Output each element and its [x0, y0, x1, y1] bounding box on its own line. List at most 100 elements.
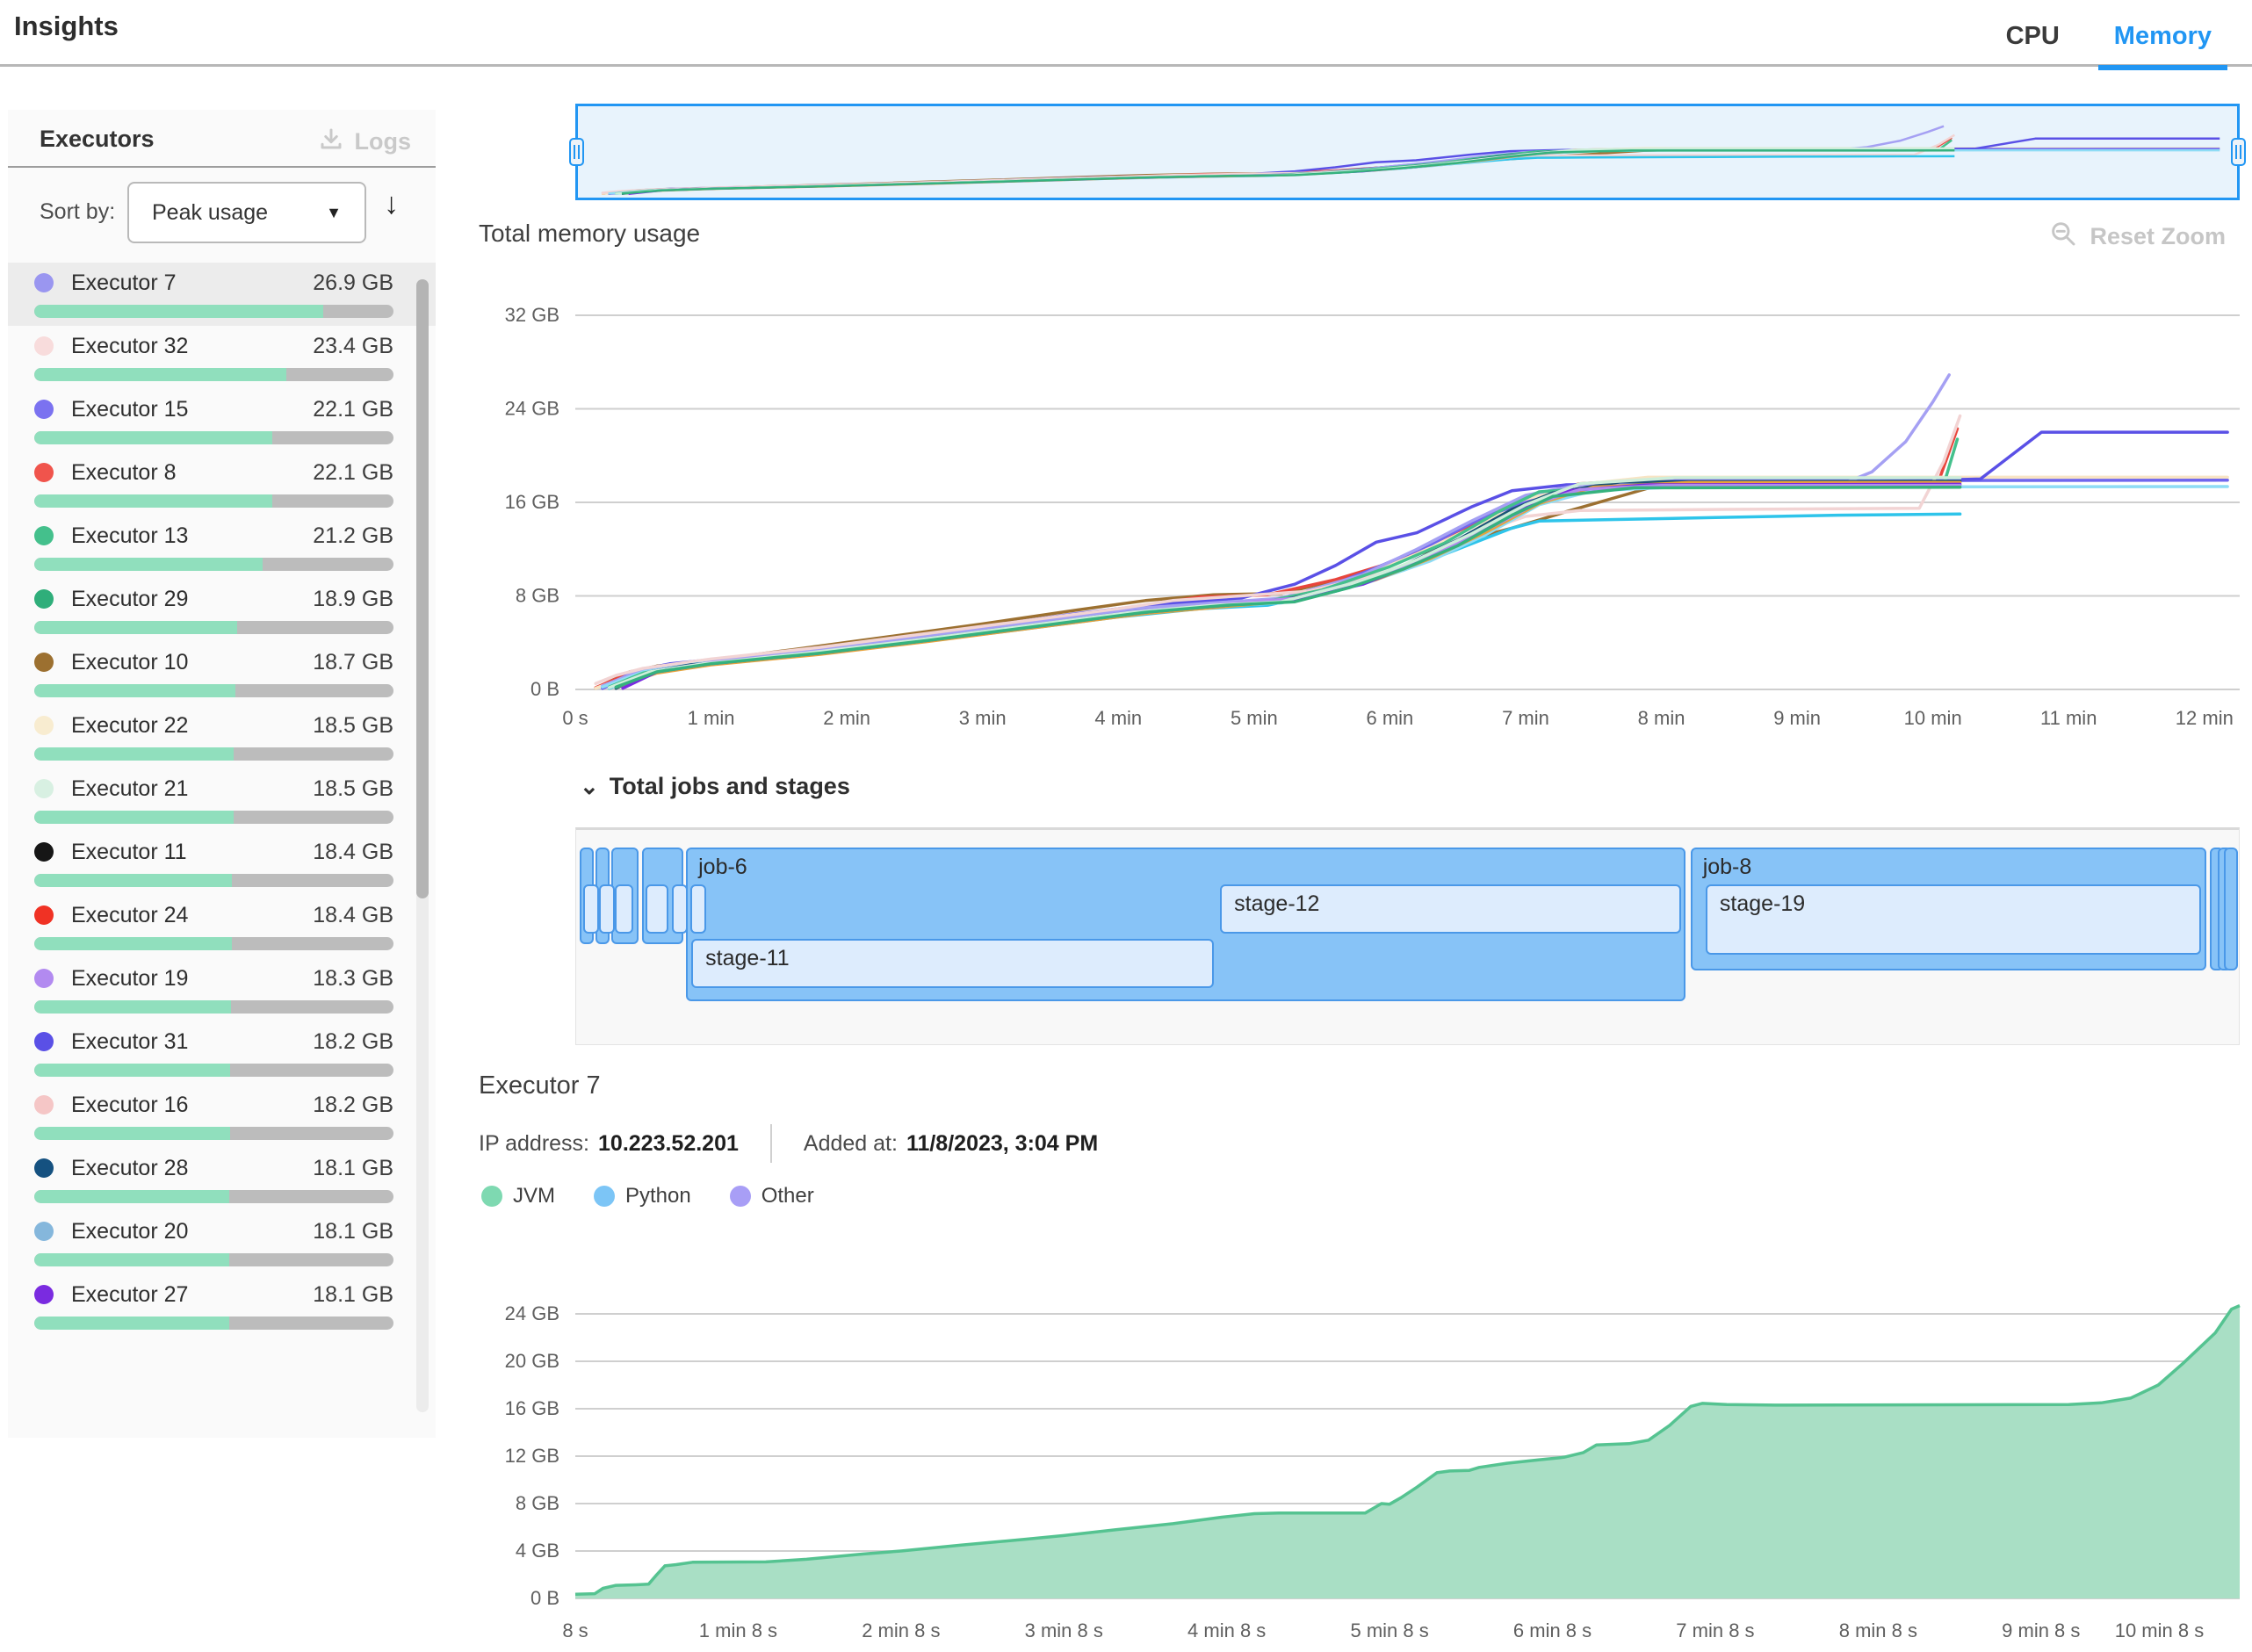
executor-row[interactable]: Executor 24 18.4 GB: [8, 895, 436, 958]
executor-usage-fill: [34, 621, 238, 634]
executor-peak-value: 18.9 GB: [313, 586, 393, 611]
executor-row[interactable]: Executor 20 18.1 GB: [8, 1211, 436, 1274]
total-memory-usage-chart[interactable]: 0 B 8 GB 16 GB 24 GB 32 GB 0 s 1 min 2 min 3 min…: [479, 285, 2244, 733]
stage-bar[interactable]: [599, 884, 616, 934]
executor-color-dot: [34, 400, 54, 419]
executor-color-dot: [34, 526, 54, 545]
brush-series-executor-21: [608, 148, 2220, 195]
x-axis-tick-label: 6 min: [1367, 707, 1414, 729]
executors-header: Executors Logs: [8, 110, 436, 168]
executor-peak-value: 18.1 GB: [313, 1281, 393, 1307]
executor-color-dot: [34, 1285, 54, 1304]
chevron-down-icon: ⌄: [580, 773, 599, 799]
stage-bar[interactable]: [690, 884, 707, 934]
stage-bar[interactable]: [583, 884, 600, 934]
executor-name: Executor 16: [71, 1092, 189, 1117]
executor-row[interactable]: Executor 15 22.1 GB: [8, 389, 436, 452]
ip-label: IP address:: [479, 1130, 590, 1156]
page-title: Insights: [14, 11, 119, 41]
stage-bar-stage-11[interactable]: stage-11: [691, 939, 1215, 988]
tab-memory[interactable]: Memory: [2097, 22, 2227, 70]
executor-name: Executor 10: [71, 649, 189, 675]
jobs-stages-title: Total jobs and stages: [609, 773, 850, 799]
executor-usage-fill: [34, 305, 324, 318]
executor-color-dot: [34, 716, 54, 735]
sort-select[interactable]: Peak usage ▼: [127, 182, 366, 243]
executor-color-dot: [34, 273, 54, 292]
executor-color-dot: [34, 842, 54, 862]
brush-handle-right[interactable]: [2231, 138, 2246, 166]
executor-row-top: Executor 10 18.7 GB: [34, 647, 393, 677]
executor-usage-bar: [34, 305, 393, 318]
executor-usage-bar: [34, 811, 393, 824]
zoom-brush-overview[interactable]: [569, 104, 2246, 200]
download-logs-button[interactable]: Logs: [318, 126, 411, 158]
x-axis-tick-label: 8 min: [1638, 707, 1685, 729]
tab-cpu[interactable]: CPU: [2005, 22, 2060, 50]
executor-row[interactable]: Executor 8 22.1 GB: [8, 452, 436, 516]
executor-usage-fill: [34, 368, 286, 381]
stage-bar[interactable]: [671, 884, 688, 934]
executor-row[interactable]: Executor 10 18.7 GB: [8, 642, 436, 705]
executor-row[interactable]: Executor 7 26.9 GB: [8, 263, 436, 326]
x-axis-tick-label: 5 min 8 s: [1350, 1620, 1428, 1641]
legend-item-python: Python: [594, 1184, 691, 1208]
executor-name: Executor 7: [71, 270, 177, 295]
executor-row[interactable]: Executor 11 18.4 GB: [8, 832, 436, 895]
executor-row[interactable]: Executor 31 18.2 GB: [8, 1021, 436, 1085]
series-executor-21: [601, 485, 2229, 689]
y-axis-tick-label: 8 GB: [516, 1492, 559, 1514]
jvm-area-fill: [575, 1305, 2240, 1598]
job-bar[interactable]: [2223, 848, 2238, 970]
stage-bar-stage-12[interactable]: stage-12: [1220, 884, 1681, 934]
executor-memory-area-chart[interactable]: 0 B 4 GB 8 GB 12 GB 16 GB 20 GB 24 GB 8 s 1 min …: [479, 1256, 2244, 1648]
executor-color-dot: [34, 463, 54, 482]
executor-row[interactable]: Executor 22 18.5 GB: [8, 705, 436, 768]
brush-handle-left[interactable]: [569, 138, 584, 166]
executor-row[interactable]: Executor 27 18.1 GB: [8, 1274, 436, 1338]
executor-row[interactable]: Executor 32 23.4 GB: [8, 326, 436, 389]
sort-direction-button[interactable]: ↓: [384, 187, 399, 220]
executor-usage-bar: [34, 431, 393, 444]
executor-row[interactable]: Executor 21 18.5 GB: [8, 768, 436, 832]
executor-usage-fill: [34, 1127, 230, 1140]
sort-by-label: Sort by:: [40, 199, 116, 224]
series-executor-7: [601, 373, 1951, 688]
executor-color-dot: [34, 1158, 54, 1178]
executor-name: Executor 21: [71, 776, 189, 801]
stage-bar[interactable]: [615, 884, 634, 934]
executor-row[interactable]: Executor 28 18.1 GB: [8, 1148, 436, 1211]
scrollbar-thumb[interactable]: [416, 279, 429, 898]
executor-row-top: Executor 13 21.2 GB: [34, 521, 393, 551]
sort-select-value: Peak usage: [152, 199, 269, 225]
executor-peak-value: 18.1 GB: [313, 1218, 393, 1244]
executor-row[interactable]: Executor 13 21.2 GB: [8, 516, 436, 579]
executor-usage-bar: [34, 937, 393, 950]
added-label: Added at:: [803, 1130, 898, 1156]
y-axis-tick-label: 8 GB: [516, 585, 559, 607]
x-axis-tick-label: 4 min 8 s: [1187, 1620, 1266, 1641]
stage-bar[interactable]: [645, 884, 669, 934]
executor-usage-fill: [34, 1000, 232, 1014]
executor-usage-fill: [34, 1064, 230, 1077]
executor-row[interactable]: Executor 29 18.9 GB: [8, 579, 436, 642]
executor-row-top: Executor 32 23.4 GB: [34, 331, 393, 361]
stage-bar-stage-19[interactable]: stage-19: [1705, 884, 2201, 955]
brush-series-executor-29: [621, 149, 1955, 195]
jobs-stages-toggle[interactable]: ⌄ Total jobs and stages: [580, 773, 850, 800]
executor-usage-bar: [34, 1127, 393, 1140]
x-axis-tick-label: 3 min: [959, 707, 1007, 729]
executor-row-top: Executor 19 18.3 GB: [34, 963, 393, 993]
y-axis-tick-label: 12 GB: [505, 1445, 559, 1467]
executor-usage-bar: [34, 874, 393, 887]
executor-name: Executor 15: [71, 396, 189, 422]
x-axis-tick-label: 9 min: [1773, 707, 1821, 729]
executor-row[interactable]: Executor 16 18.2 GB: [8, 1085, 436, 1148]
sort-row: Sort by: Peak usage ▼ ↓: [8, 168, 436, 263]
executor-name: Executor 11: [71, 839, 187, 864]
executor-row[interactable]: Executor 19 18.3 GB: [8, 958, 436, 1021]
x-axis-tick-label: 10 min: [1904, 707, 1962, 729]
y-axis-tick-label: 24 GB: [505, 398, 559, 420]
reset-zoom-button[interactable]: Reset Zoom: [2049, 220, 2226, 254]
executor-usage-bar: [34, 1000, 393, 1014]
